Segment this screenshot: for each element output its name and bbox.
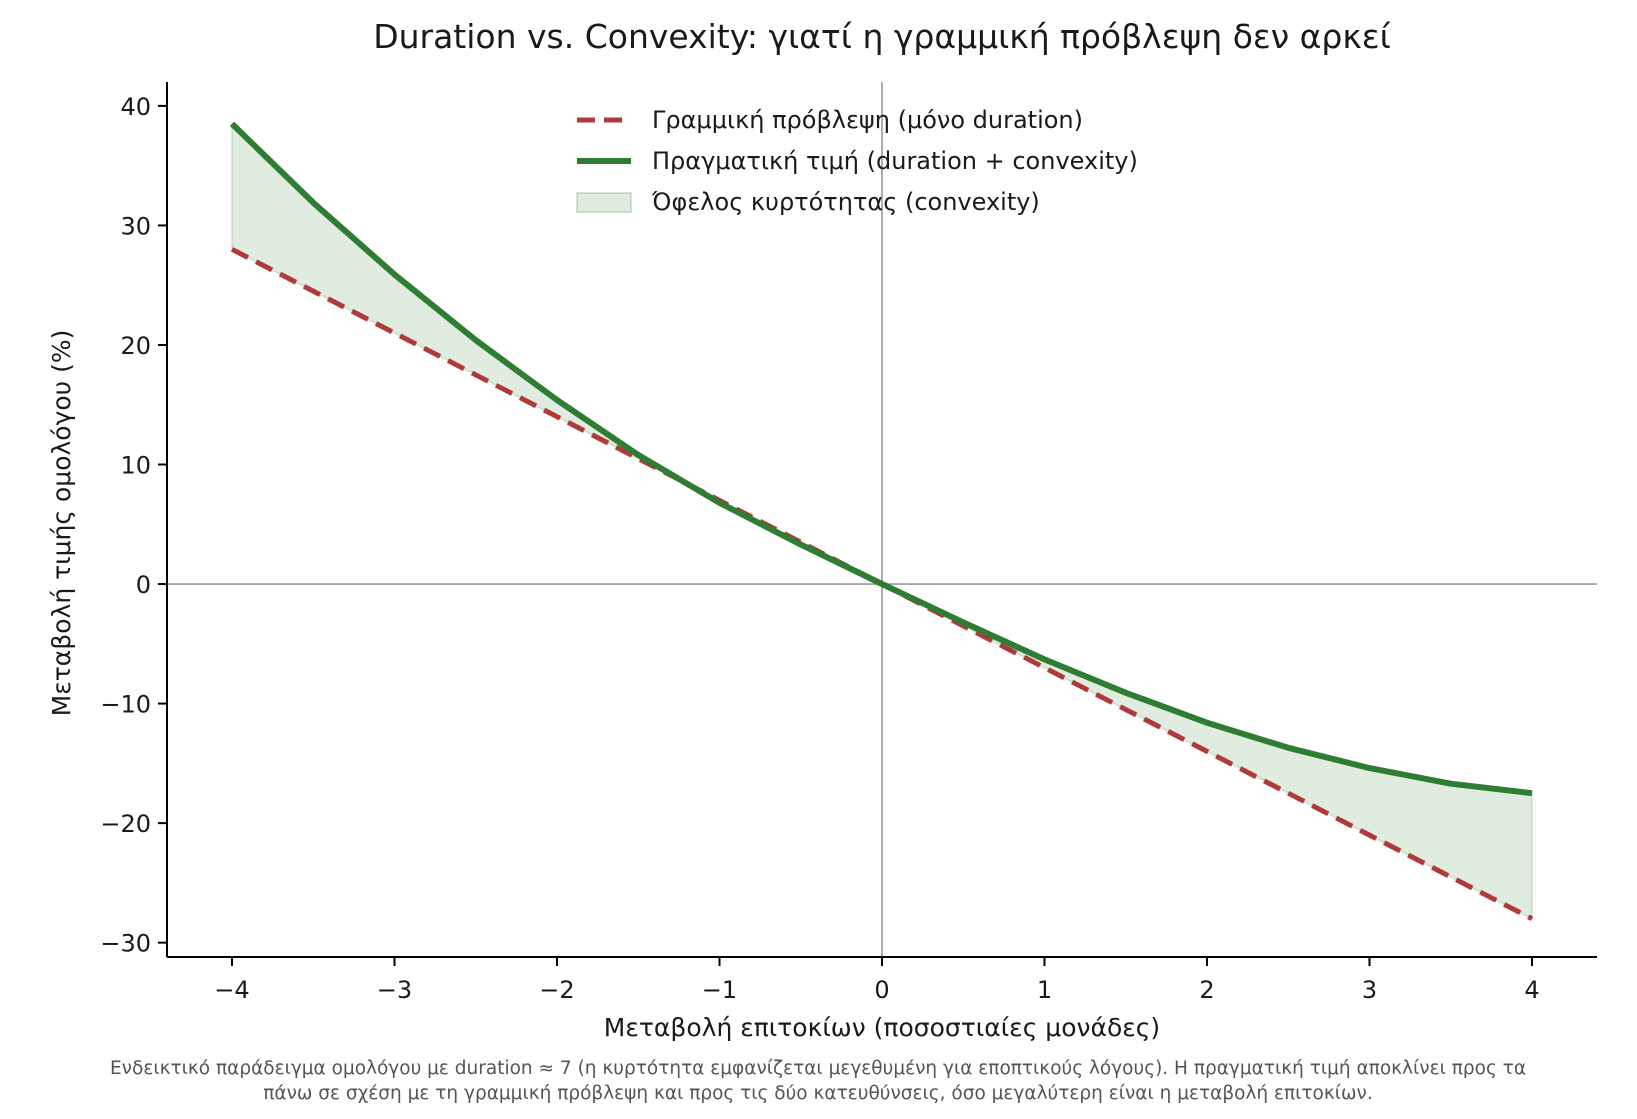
chart-title: Duration vs. Convexity: γιατί η γραμμική…: [373, 17, 1391, 56]
y-tick-label: 20: [120, 332, 151, 360]
caption-line-1: Ενδεικτικό παράδειγμα ομολόγου με durati…: [110, 1058, 1526, 1079]
x-tick-label: 2: [1199, 976, 1214, 1004]
actual-price-line: [229, 121, 1533, 797]
x-axis-label: Μεταβολή επιτοκίων (ποσοστιαίες μονάδες): [604, 1013, 1160, 1042]
y-tick-label: −20: [100, 810, 151, 838]
x-tick-label: −2: [539, 976, 574, 1004]
y-axis-label: Μεταβολή τιμής ομολόγου (%): [47, 330, 76, 717]
legend-swatch-convexity: [576, 192, 632, 213]
x-tick-label: 0: [874, 976, 889, 1004]
y-tick-label: 10: [120, 452, 151, 480]
legend-label: Πραγματική τιμή (duration + convexity): [652, 147, 1138, 175]
y-tick-label: 40: [120, 93, 151, 121]
y-tick-label: −30: [100, 930, 151, 958]
legend-label: Γραμμική πρόβλεψη (μόνο duration): [652, 106, 1083, 134]
legend-label: Όφελος κυρτότητας (convexity): [651, 188, 1040, 216]
x-tick-label: 1: [1037, 976, 1052, 1004]
x-tick-label: 4: [1524, 976, 1539, 1004]
y-tick-label: 30: [120, 212, 151, 240]
x-tick-label: −3: [377, 976, 412, 1004]
x-tick-label: −1: [702, 976, 737, 1004]
caption-line-2: πάνω σε σχέση με τη γραμμική πρόβλεψη κα…: [263, 1083, 1373, 1104]
y-tick-label: −10: [100, 691, 151, 719]
x-tick-label: 3: [1362, 976, 1377, 1004]
x-tick-label: −4: [214, 976, 249, 1004]
series-layer: [229, 121, 1534, 921]
axes: [158, 82, 1597, 966]
legend: Γραμμική πρόβλεψη (μόνο duration) Πραγματ…: [576, 106, 1138, 216]
y-tick-label: 0: [136, 571, 151, 599]
